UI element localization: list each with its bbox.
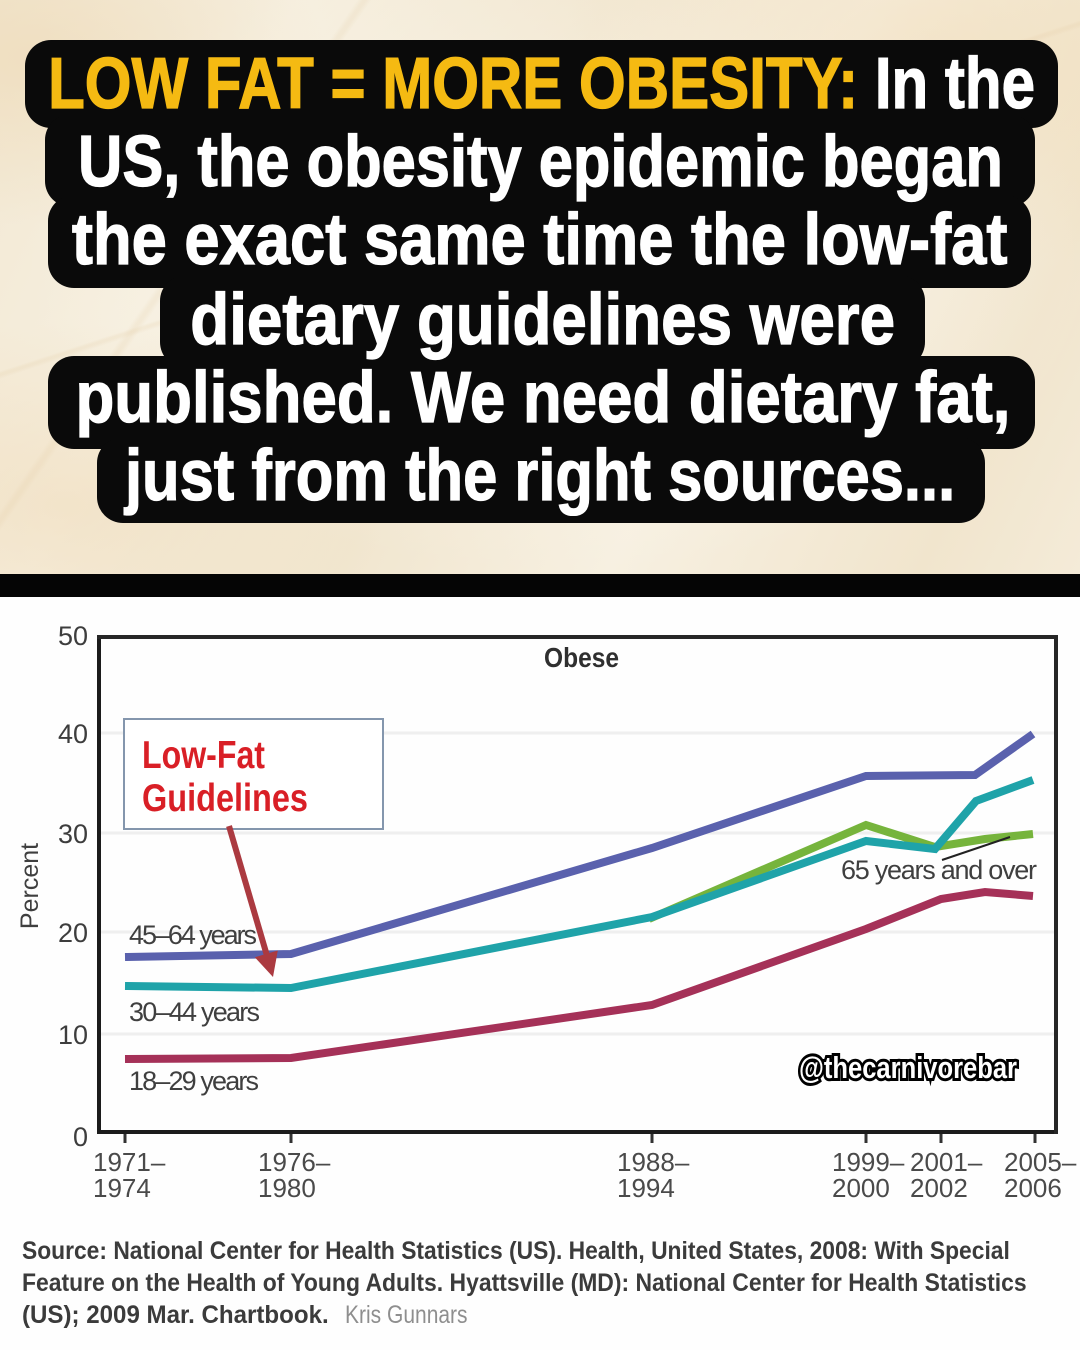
svg-text:1976–: 1976– — [258, 1147, 331, 1177]
svg-text:1988–: 1988– — [617, 1147, 690, 1177]
svg-text:@thecarnivorebar: @thecarnivorebar — [799, 1050, 1017, 1085]
svg-text:40: 40 — [58, 719, 88, 749]
svg-text:0: 0 — [73, 1122, 88, 1152]
svg-text:Low-Fat: Low-Fat — [142, 734, 265, 777]
svg-text:1994: 1994 — [617, 1173, 675, 1203]
svg-text:50: 50 — [58, 621, 88, 651]
svg-text:2000: 2000 — [832, 1173, 890, 1203]
svg-text:20: 20 — [58, 918, 88, 948]
svg-text:1971–: 1971– — [93, 1147, 166, 1177]
svg-text:65 years and over: 65 years and over — [841, 855, 1037, 885]
svg-text:2001–: 2001– — [910, 1147, 983, 1177]
svg-text:10: 10 — [58, 1020, 88, 1050]
svg-text:Obese: Obese — [544, 642, 619, 673]
svg-text:30–44 years: 30–44 years — [129, 997, 260, 1027]
svg-text:2002: 2002 — [910, 1173, 968, 1203]
svg-text:18–29 years: 18–29 years — [129, 1066, 259, 1096]
svg-text:45–64 years: 45–64 years — [129, 920, 257, 950]
svg-text:1974: 1974 — [93, 1173, 151, 1203]
svg-text:2005–: 2005– — [1004, 1147, 1077, 1177]
svg-text:Percent: Percent — [16, 843, 44, 929]
svg-text:1980: 1980 — [258, 1173, 316, 1203]
svg-text:30: 30 — [58, 819, 88, 849]
svg-text:1999–: 1999– — [832, 1147, 905, 1177]
svg-text:2006: 2006 — [1004, 1173, 1062, 1203]
svg-text:Guidelines: Guidelines — [142, 777, 308, 820]
